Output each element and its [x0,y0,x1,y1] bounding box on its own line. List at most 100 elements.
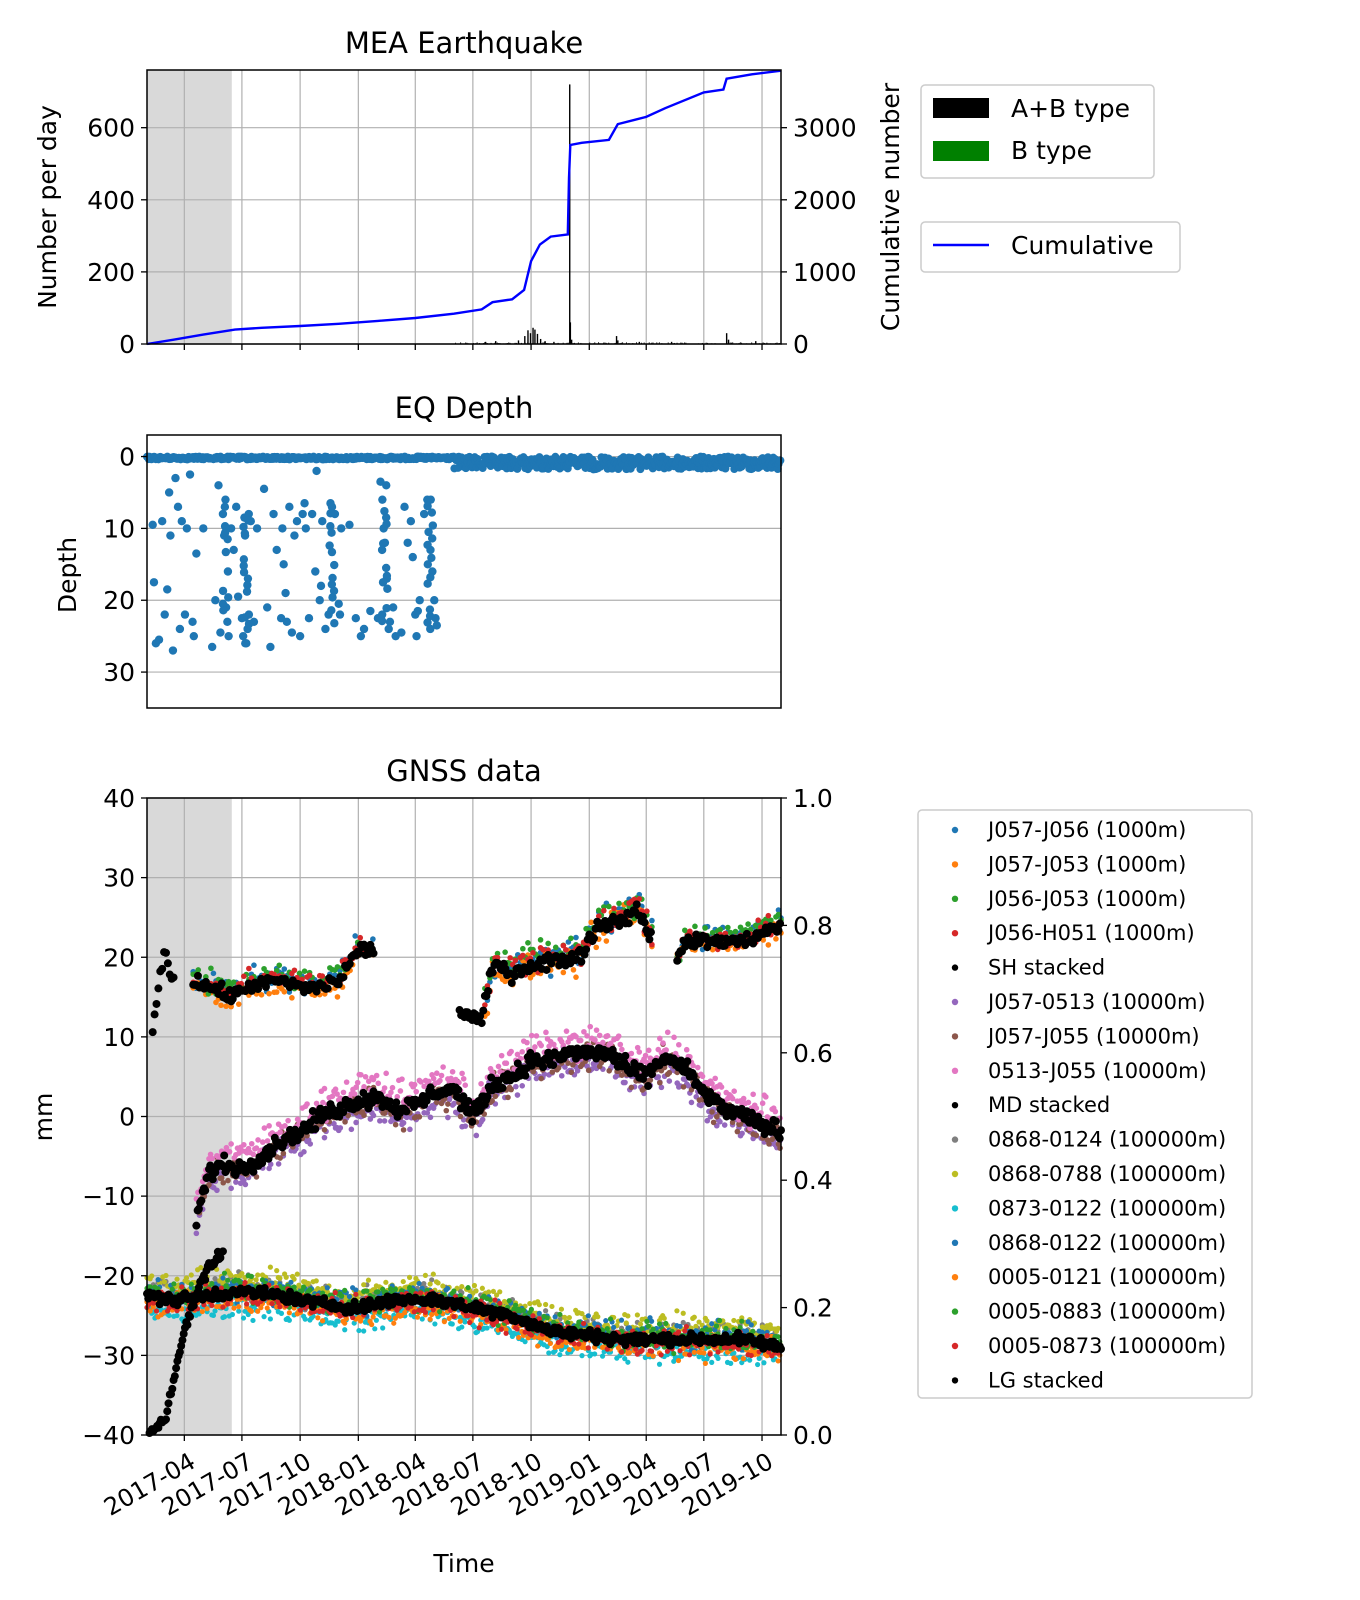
depth-point [415,596,424,605]
gnss-point [402,1309,408,1316]
gnss-point [618,1349,625,1355]
y-tick-label: 20 [103,586,135,615]
gnss-point [449,1068,456,1075]
gnss-point [723,1325,729,1332]
gnss-point [721,1122,728,1128]
gnss-point [277,1304,283,1310]
depth-point [233,592,243,601]
count-bar [684,342,686,344]
depth-point [335,610,345,619]
depth-point [218,509,228,519]
gnss-point [294,1271,300,1277]
gnss-point [649,1348,655,1354]
count-bar [594,342,596,344]
gnss-point [619,1046,625,1053]
depth-point [316,581,326,591]
gnss-point [775,1334,781,1340]
depth-point [220,502,230,512]
gnss-point [520,1307,527,1313]
gnss-point [315,1315,321,1321]
gnss-point [707,1113,714,1120]
gnss-point [301,1149,307,1155]
depth-point [266,642,275,652]
gnss-point [650,1353,656,1359]
gnss-point [677,1348,683,1354]
gnss-point [467,1319,473,1326]
gnss-point [228,1185,234,1192]
gnss-point [413,1088,420,1095]
gnss-point [242,1279,248,1286]
gnss-point [361,1282,367,1288]
depth-point [423,540,432,550]
gnss-point [419,1316,425,1322]
gnss-point [576,1341,582,1347]
y-axis-label: Number per day [33,105,62,309]
gnss-point [710,1119,717,1126]
depth-point [295,631,305,641]
count-bar [625,342,627,344]
gnss-point [365,1277,372,1283]
gnss-point [155,1277,161,1283]
depth-point [427,508,437,517]
gnss-point [557,1311,563,1318]
depth-point [304,613,314,623]
gnss-point [267,1316,273,1322]
gnss-point [568,1069,575,1076]
depth-point [382,481,391,490]
gnss-point [220,1275,226,1281]
gnss-point [649,1318,655,1324]
gnss-point [342,1287,348,1293]
count-bar [543,342,545,344]
gnss-point [615,1033,622,1039]
gnss-point [429,1311,435,1318]
depth-point [377,545,387,555]
depth-point [164,488,174,497]
gnss-point [361,1112,367,1119]
depth-point [149,578,159,587]
count-bar [727,339,730,344]
gnss-point [473,1288,479,1294]
gnss-point [342,1327,348,1333]
gnss-point [462,1082,469,1089]
gnss-point [497,1289,503,1295]
gnss-point [585,1067,592,1074]
gnss-point [471,1282,478,1289]
gnss-point [255,1272,261,1278]
gnss-point [636,1049,643,1055]
gnss-point [622,1079,628,1086]
gnss-point [775,1325,781,1331]
gnss-point [634,1312,640,1318]
gnss-point [266,1123,272,1129]
gnss-point [761,1360,767,1366]
gnss-point [674,1308,680,1314]
gnss-point [584,1033,590,1039]
depth-point [328,593,337,602]
gnss-point [680,1084,687,1090]
gnss-point [536,1302,542,1308]
count-bar [517,340,520,344]
depth-point [188,617,197,626]
gnss-point [709,1109,715,1115]
gnss-point [777,1145,783,1151]
gnss-point [380,1325,386,1331]
depth-point [185,470,195,479]
shaded-period-rect [147,70,232,344]
y-right-tick-label: 2000 [793,186,857,215]
gnss-point [671,1350,677,1357]
legend-label: Cumulative [1011,231,1154,260]
gnss-point [389,1084,396,1091]
count-bar [508,342,510,344]
gnss-point [552,1314,558,1320]
gnss-point [495,1063,502,1070]
gnss-point [656,1321,663,1327]
gnss-point [513,1083,519,1090]
gnss-point [277,1275,283,1281]
gnss-point [484,1325,490,1331]
gnss-point [645,1323,652,1329]
depth-point [154,635,164,644]
gnss-point [375,1289,381,1295]
gnss-point [580,1320,587,1327]
gnss-point [486,1289,492,1295]
gnss-point [427,1316,433,1322]
gnss-point [476,1325,482,1331]
